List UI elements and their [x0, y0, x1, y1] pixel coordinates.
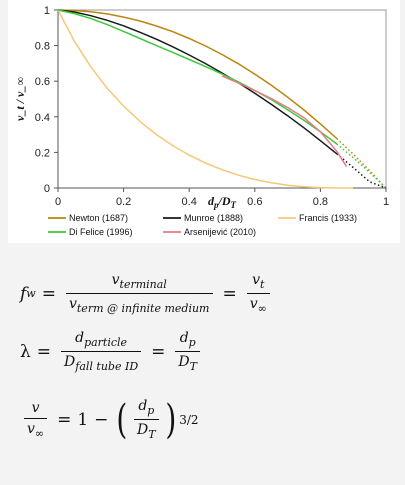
- eq1-den2-sub: ∞: [257, 302, 267, 315]
- chart-panel: 0 0.2 0.4 0.6 0.8 1 0 0.2 0.4 0.6 0.8 1 dp/DT v_t / v…: [8, 0, 400, 243]
- x-tick-label: 0.4: [182, 196, 197, 208]
- eq1-den2: v: [249, 296, 258, 312]
- eq3-minus: −: [94, 409, 109, 430]
- eq2-equals-2: =: [151, 341, 166, 362]
- eq3-equals: =: [57, 409, 72, 430]
- y-tick-label: 0.2: [35, 147, 50, 159]
- series-line-arsenijevi-2010: [221, 75, 348, 168]
- eq1-lhs: f: [20, 283, 27, 304]
- y-axis-label: v_t / v_∞: [13, 77, 27, 121]
- x-tick-label: 0.2: [116, 196, 131, 208]
- line-chart: 0 0.2 0.4 0.6 0.8 1 0 0.2 0.4 0.6 0.8 1 dp/DT v_t / v…: [13, 5, 389, 237]
- x-tick-label: 1: [383, 196, 389, 208]
- plot-frame: [57, 9, 387, 189]
- eq3-right-paren: ): [164, 396, 176, 443]
- eq1-num1: v: [111, 272, 120, 288]
- eq3-num1: v: [31, 399, 40, 416]
- eq1-den1-sub: term @ infinite medium: [76, 302, 210, 315]
- y-tick-label: 0.6: [35, 76, 50, 88]
- series-line-francis-1933: [57, 9, 354, 189]
- y-tick-label: 0.4: [35, 112, 50, 124]
- x-axis-label: dp/DT: [208, 194, 237, 210]
- eq3-fraction-inner: dp DT: [134, 398, 159, 441]
- eq3-one: 1: [77, 409, 89, 430]
- legend-entry: Di Felice (1996): [69, 227, 133, 237]
- eq1-num1-sub: terminal: [119, 278, 167, 291]
- legend-entry: Munroe (1888): [184, 213, 243, 223]
- eq3-den1: v: [27, 420, 35, 437]
- eq2-den1-sub: fall tube ID: [75, 360, 139, 373]
- eq2-den2: D: [178, 354, 190, 370]
- legend-entry: Newton (1687): [69, 213, 128, 223]
- eq2-num2: d: [179, 330, 189, 346]
- eq2-num1: d: [75, 330, 85, 346]
- eq1-fraction-1: vterminal vterm @ infinite medium: [65, 272, 213, 315]
- series-line-di-felice-1996: [57, 9, 338, 145]
- eq2-fraction-2: dp DT: [175, 330, 200, 373]
- eq3-num2-sub: p: [147, 404, 155, 417]
- legend-entry: Arsenijević (2010): [184, 227, 256, 237]
- series-line-munroe-1888: [57, 9, 338, 155]
- eq1-num2: v: [252, 272, 261, 288]
- eq2-den2-sub: T: [189, 360, 197, 373]
- series-line-newton-1687: [57, 9, 338, 140]
- y-tick-label: 0: [44, 183, 50, 195]
- equation-diameter-ratio: λ = dparticle Dfall tube ID = dp DT: [20, 330, 204, 373]
- x-tick-label: 0: [55, 196, 61, 208]
- series-line-munroe-1888: [336, 153, 387, 189]
- eq3-num2: d: [138, 398, 148, 414]
- eq1-num2-sub: t: [260, 278, 265, 291]
- eq1-equals-1: =: [41, 283, 56, 304]
- eq3-fraction-lhs: v v∞: [24, 399, 48, 440]
- legend-entry: Francis (1933): [299, 213, 357, 223]
- eq3-left-paren: (: [116, 396, 128, 443]
- eq3-exponent: 3/2: [179, 412, 199, 427]
- x-tick-label: 0.6: [247, 196, 262, 208]
- eq3-den2-sub: T: [148, 428, 156, 441]
- eq1-fraction-2: vt v∞: [246, 272, 270, 315]
- equation-velocity-ratio: v v∞ = 1 − ( dp DT ) 3/2: [20, 398, 199, 441]
- eq2-fraction-1: dparticle Dfall tube ID: [61, 330, 142, 373]
- y-tick-label: 0.8: [35, 41, 50, 53]
- eq2-equals-1: =: [36, 341, 52, 362]
- eq2-num1-sub: particle: [84, 336, 128, 349]
- eq2-num2-sub: p: [188, 336, 196, 349]
- x-tick-label: 0.8: [313, 196, 328, 208]
- eq1-equals-2: =: [222, 283, 237, 304]
- eq1-lhs-sub: w: [26, 287, 36, 300]
- eq3-den2: D: [137, 422, 149, 438]
- eq1-den1: v: [68, 296, 77, 312]
- eq2-lhs: λ: [20, 341, 31, 362]
- series-line-di-felice-1996: [336, 143, 387, 189]
- y-tick-label: 1: [44, 5, 50, 17]
- eq2-den1: D: [64, 354, 76, 370]
- eq3-den1-sub: ∞: [34, 426, 45, 440]
